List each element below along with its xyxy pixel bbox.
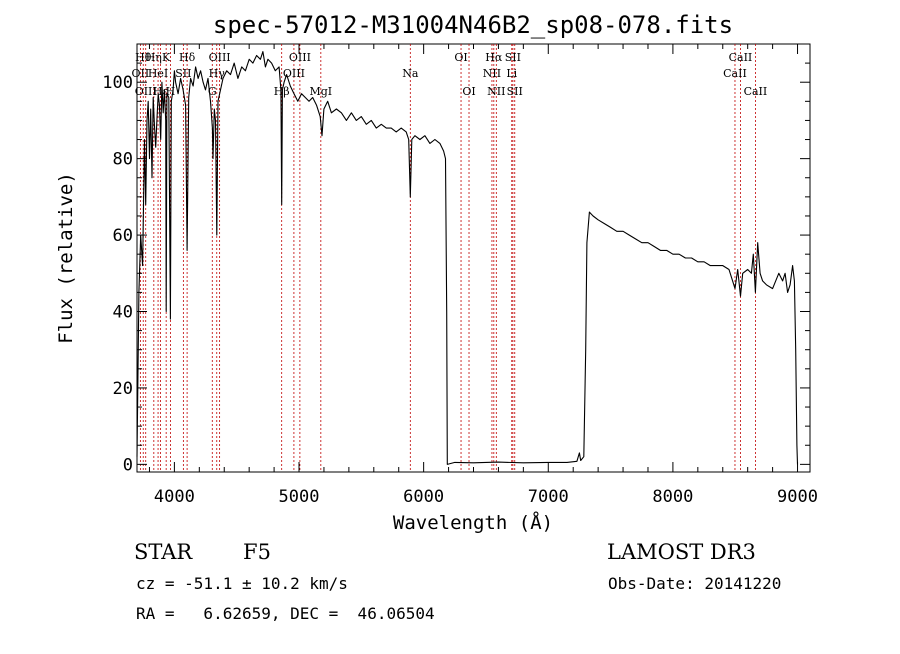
object-subclass: F5 xyxy=(243,540,271,564)
line-marker-label: SII xyxy=(175,67,191,80)
line-marker-label: HeI xyxy=(148,67,168,80)
line-marker-label: CaII xyxy=(744,85,768,98)
line-marker-label: OIII xyxy=(283,67,305,80)
line-marker-label: Hθ xyxy=(135,51,152,64)
obs-date-label: Obs-Date: 20141220 xyxy=(608,574,781,593)
x-tick-label: 4000 xyxy=(154,487,195,507)
line-marker-label: Na xyxy=(402,67,419,80)
line-marker-label: NII xyxy=(487,85,505,98)
line-marker-label: K xyxy=(162,51,171,64)
y-axis-label: Flux (relative) xyxy=(55,172,77,344)
line-marker-label: OI xyxy=(454,51,467,64)
x-tick-label: 7000 xyxy=(528,487,569,507)
line-marker-label: H xyxy=(166,85,176,98)
line-marker-label: Hη xyxy=(146,51,162,64)
line-marker-label: Li xyxy=(506,67,517,80)
y-tick-label: 0 xyxy=(123,455,133,475)
y-tick-label: 100 xyxy=(102,73,133,93)
spectrum-line xyxy=(136,51,799,465)
line-marker-label: OIII xyxy=(289,51,311,64)
line-marker-label: MgI xyxy=(310,85,333,98)
object-class: STAR xyxy=(134,540,193,564)
chart-title: spec-57012-M31004N46B2_sp08-078.fits xyxy=(213,11,733,39)
y-tick-label: 60 xyxy=(113,226,133,246)
line-markers xyxy=(139,44,756,472)
coordinates-label: RA = 6.62659, DEC = 46.06504 xyxy=(136,604,435,623)
survey-label: LAMOST DR3 xyxy=(607,540,756,564)
line-marker-label: OIII xyxy=(209,51,231,64)
line-marker-label: Hδ xyxy=(179,51,196,64)
plot-frame xyxy=(136,43,811,473)
x-tick-label: 8000 xyxy=(652,487,693,507)
redshift-label: cz = -51.1 ± 10.2 km/s xyxy=(136,574,348,593)
x-axis-label: Wavelength (Å) xyxy=(393,511,553,534)
line-marker-label: Hα xyxy=(485,51,503,64)
line-marker-label: OII xyxy=(132,67,150,80)
line-marker-label: SII xyxy=(505,51,521,64)
line-marker-label: SII xyxy=(507,85,523,98)
line-marker-label: OI xyxy=(462,85,475,98)
line-marker-label: G xyxy=(208,85,217,98)
axis-ticks: 4000 5000 6000 7000 8000 9000 0 20 40 60 80 100 xyxy=(102,43,818,507)
line-labels: OIIHθOIIIHηHeIHεKHSIIHδGHγOIIIHβOIIIOIII… xyxy=(132,51,768,98)
line-marker-label: CaII xyxy=(723,67,747,80)
line-marker-label: OIII xyxy=(135,85,157,98)
y-tick-label: 20 xyxy=(113,379,133,399)
y-tick-label: 40 xyxy=(113,303,133,323)
x-tick-label: 9000 xyxy=(777,487,818,507)
y-tick-label: 80 xyxy=(113,150,133,170)
x-tick-label: 5000 xyxy=(279,487,320,507)
line-marker-label: NII xyxy=(483,67,501,80)
x-tick-label: 6000 xyxy=(403,487,444,507)
line-marker-label: Hγ xyxy=(209,67,226,80)
line-marker-label: CaII xyxy=(729,51,753,64)
series-group xyxy=(136,51,799,465)
line-marker-label: Hβ xyxy=(274,85,290,98)
